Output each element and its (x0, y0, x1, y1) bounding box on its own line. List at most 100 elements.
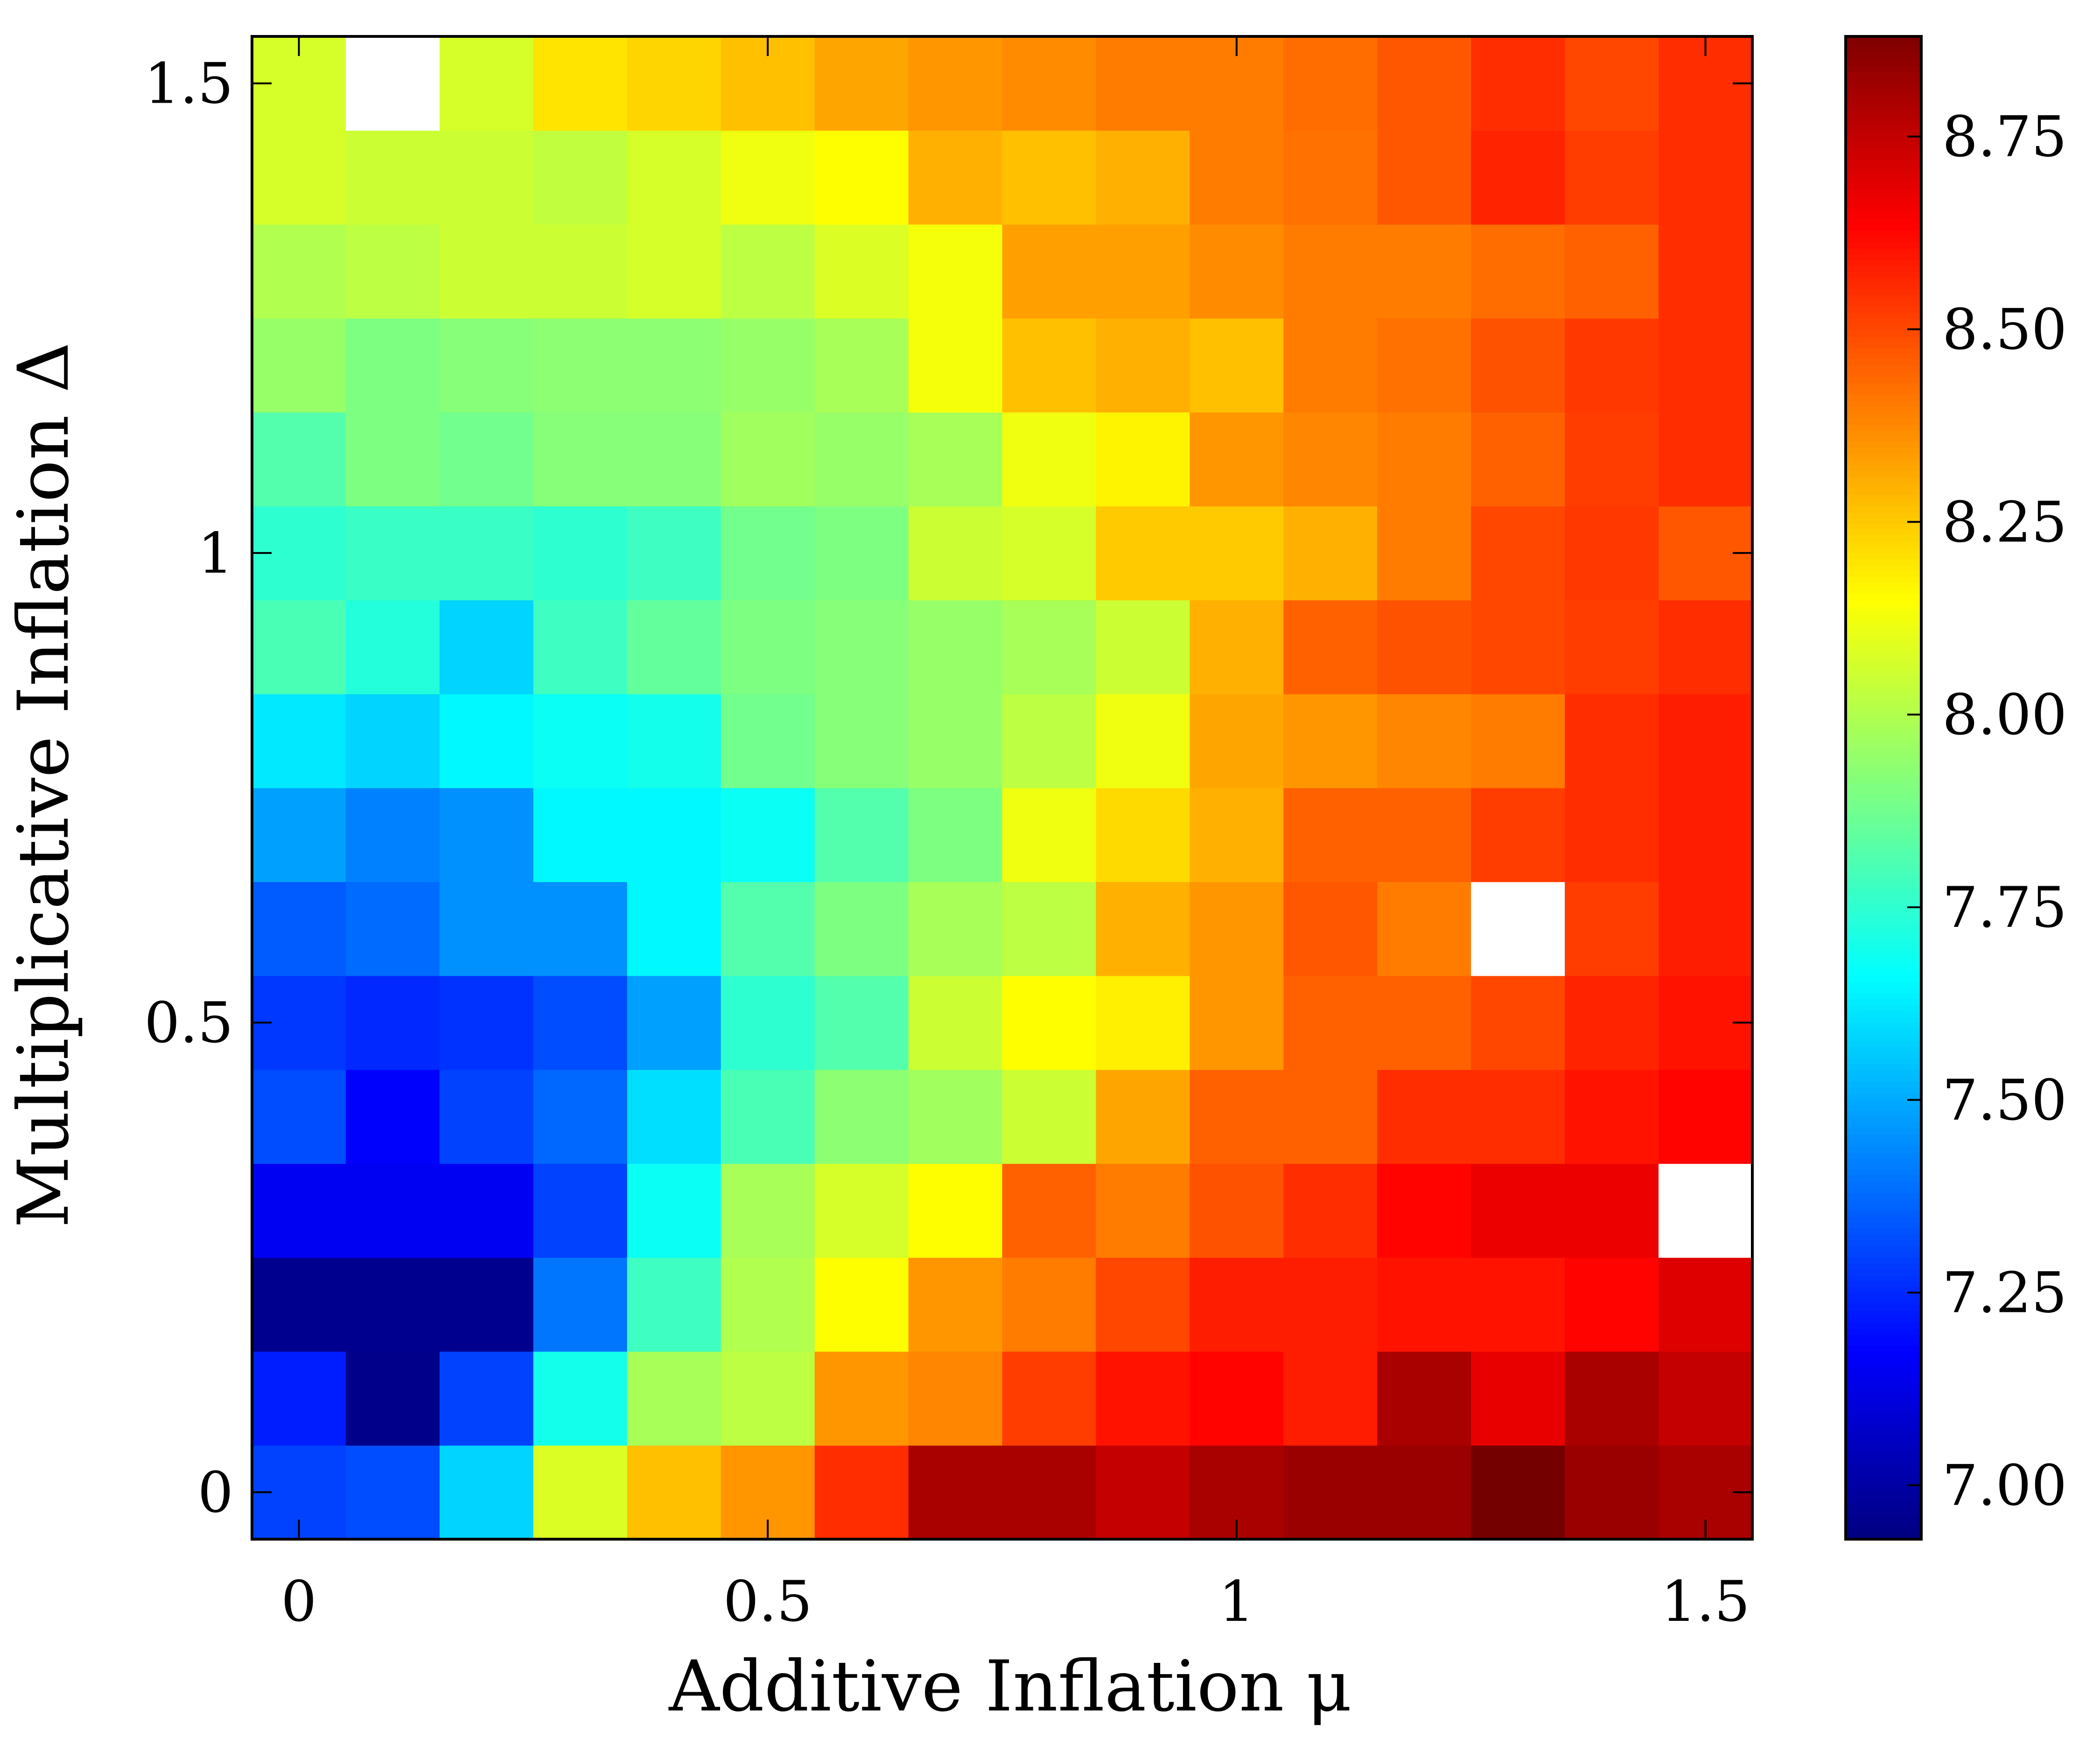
heatmap-cell (908, 882, 1003, 976)
colorbar-segment (1846, 928, 1921, 935)
colorbar-segment (1846, 834, 1921, 841)
colorbar-segment (1846, 664, 1921, 671)
y-tick-label: 1.5 (144, 52, 233, 117)
colorbar-segment (1846, 987, 1921, 994)
colorbar-segment (1846, 582, 1921, 589)
heatmap-cell (1471, 130, 1565, 225)
heatmap-cell-missing (1471, 882, 1565, 976)
heatmap-cell (439, 130, 534, 225)
heatmap-cell (1377, 36, 1471, 131)
colorbar-segment (1846, 1175, 1921, 1182)
colorbar-segment (1846, 899, 1921, 906)
colorbar-segment (1846, 1392, 1921, 1399)
heatmap-cell (533, 1445, 628, 1540)
colorbar-segment (1846, 752, 1921, 759)
colorbar-segment (1846, 1510, 1921, 1516)
heatmap-cell (1377, 694, 1471, 788)
heatmap-cell (814, 130, 909, 225)
heatmap-cell (1377, 600, 1471, 694)
heatmap-cell (439, 1163, 534, 1258)
colorbar-segment (1846, 1492, 1921, 1499)
heatmap-cell (252, 224, 346, 319)
heatmap-cell (721, 130, 815, 225)
heatmap-cell (721, 1069, 815, 1164)
heatmap-cell (1283, 130, 1378, 225)
heatmap-cell (1565, 412, 1659, 507)
colorbar-segment (1846, 147, 1921, 154)
heatmap-cell (1283, 318, 1378, 413)
heatmap-cell (1471, 1163, 1565, 1258)
colorbar-segment (1846, 964, 1921, 970)
colorbar-segment (1846, 652, 1921, 659)
x-tick-label: 1.5 (1661, 1570, 1750, 1634)
colorbar-segment (1846, 1093, 1921, 1100)
colorbar-segment (1846, 529, 1921, 536)
colorbar-segment (1846, 301, 1921, 307)
colorbar-segment (1846, 1275, 1921, 1282)
heatmap-cell (1471, 318, 1565, 413)
heatmap-cell (721, 224, 815, 319)
heatmap-cell (1096, 882, 1190, 976)
colorbar-segment (1846, 1240, 1921, 1246)
x-tick-label: 0 (281, 1570, 316, 1634)
colorbar-segment (1846, 952, 1921, 959)
x-axis-label: Additive Inflation μ (668, 1646, 1351, 1727)
heatmap-cell (439, 224, 534, 319)
colorbar-segment (1846, 1322, 1921, 1328)
colorbar-segment (1846, 177, 1921, 184)
colorbar-segment (1846, 1404, 1921, 1411)
colorbar-segment (1846, 969, 1921, 976)
heatmap-cell (627, 36, 721, 131)
heatmap-cell (345, 600, 440, 694)
colorbar-segment (1846, 911, 1921, 918)
heatmap-cell (814, 506, 909, 601)
colorbar-segment (1846, 1251, 1921, 1258)
colorbar-segment (1846, 1040, 1921, 1047)
heatmap-cell (1190, 412, 1284, 507)
colorbar-segment (1846, 717, 1921, 724)
colorbar-segment (1846, 1451, 1921, 1458)
heatmap-cell (345, 975, 440, 1070)
colorbar-segment (1846, 1005, 1921, 1011)
colorbar-segment (1846, 253, 1921, 260)
heatmap-cell (1471, 506, 1565, 601)
colorbar-tick-label: 8.50 (1942, 297, 2067, 362)
colorbar-segment (1846, 265, 1921, 272)
heatmap-cell (721, 975, 815, 1070)
colorbar-segment (1846, 905, 1921, 911)
colorbar-segment (1846, 71, 1921, 78)
colorbar-segment (1846, 841, 1921, 847)
heatmap-cell (908, 600, 1003, 694)
colorbar-segment (1846, 294, 1921, 301)
colorbar-segment (1846, 1374, 1921, 1381)
heatmap-cell-missing (345, 36, 440, 131)
colorbar-segment (1846, 1046, 1921, 1052)
colorbar-segment (1846, 365, 1921, 371)
heatmap-cell (1096, 975, 1190, 1070)
colorbar-segment (1846, 1122, 1921, 1129)
heatmap-cell (533, 694, 628, 788)
colorbar-segment (1846, 600, 1921, 606)
colorbar-segment (1846, 306, 1921, 313)
heatmap-cell (1377, 1445, 1471, 1540)
colorbar-segment (1846, 1233, 1921, 1240)
heatmap-cell (1565, 1257, 1659, 1352)
x-tick-label: 0.5 (723, 1570, 812, 1634)
colorbar-segment (1846, 394, 1921, 401)
heatmap-cell (627, 1351, 721, 1446)
colorbar-segment (1846, 1304, 1921, 1311)
colorbar-segment (1846, 54, 1921, 61)
heatmap-cell (345, 224, 440, 319)
colorbar-segment (1846, 647, 1921, 653)
heatmap-cell (814, 36, 909, 131)
heatmap-cell (627, 694, 721, 788)
colorbar-segment (1846, 1110, 1921, 1117)
heatmap-cell (1002, 318, 1097, 413)
colorbar-tick-label: 7.75 (1942, 876, 2067, 940)
colorbar-segment (1846, 259, 1921, 266)
heatmap-cell (533, 224, 628, 319)
colorbar-tick-label: 7.00 (1942, 1453, 2067, 1518)
colorbar-segment (1846, 1357, 1921, 1364)
colorbar-segment (1846, 1075, 1921, 1082)
heatmap-cell (439, 975, 534, 1070)
